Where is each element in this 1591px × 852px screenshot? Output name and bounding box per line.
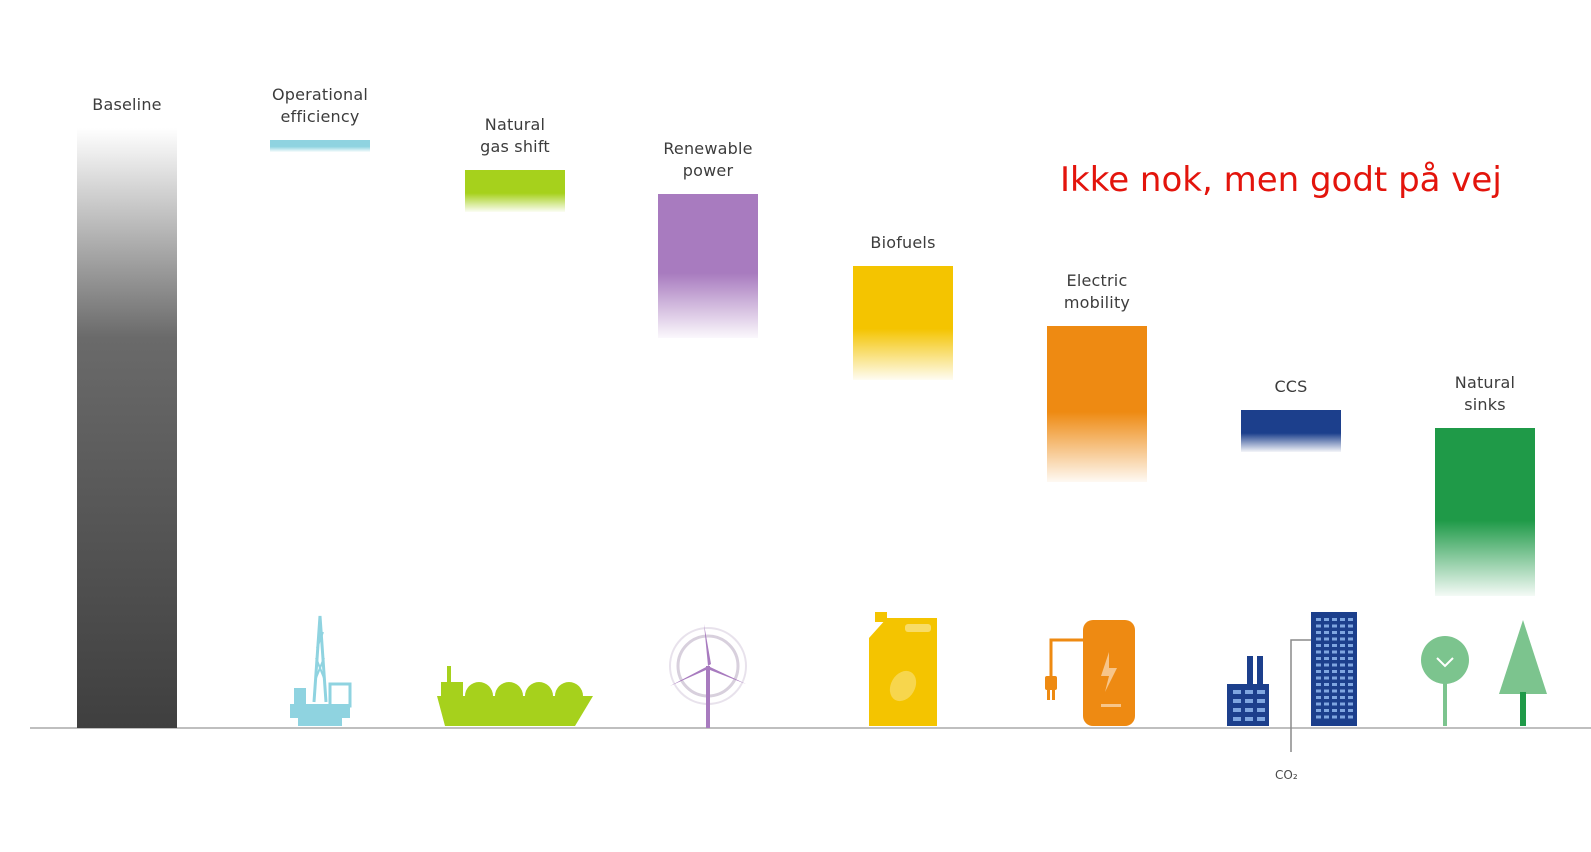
bar-natural-gas-shift xyxy=(465,170,565,212)
label-operational-efficiency: Operational efficiency xyxy=(271,85,369,126)
bar-operational-efficiency xyxy=(270,140,370,152)
bar-baseline xyxy=(77,128,177,728)
jerry-can-icon xyxy=(869,612,937,726)
oil-rig-icon xyxy=(290,615,352,726)
bar-renewable-power xyxy=(658,194,758,338)
bar-electric-mobility xyxy=(1047,326,1147,482)
bar-ccs xyxy=(1241,410,1341,452)
lng-ship-icon xyxy=(437,666,593,726)
label-natural-gas-shift: Natural gas shift xyxy=(480,115,550,156)
factory-icon xyxy=(1227,612,1357,752)
label-electric-mobility: Electric mobility xyxy=(1063,271,1131,312)
label-renewable-power: Renewable power xyxy=(663,139,753,180)
wind-turbine-icon xyxy=(669,624,747,728)
label-biofuels: Biofuels xyxy=(870,233,936,252)
co2-label: CO₂ xyxy=(1275,768,1298,782)
label-ccs: CCS xyxy=(1274,377,1308,396)
bar-natural-sinks xyxy=(1435,428,1535,596)
bar-biofuels xyxy=(853,266,953,380)
charging-station-icon xyxy=(1045,620,1135,726)
label-baseline: Baseline xyxy=(92,95,162,114)
label-natural-sinks: Natural sinks xyxy=(1454,373,1516,414)
annotation-text: Ikke nok, men godt på vej xyxy=(1060,160,1502,200)
trees-icon xyxy=(1421,620,1547,726)
